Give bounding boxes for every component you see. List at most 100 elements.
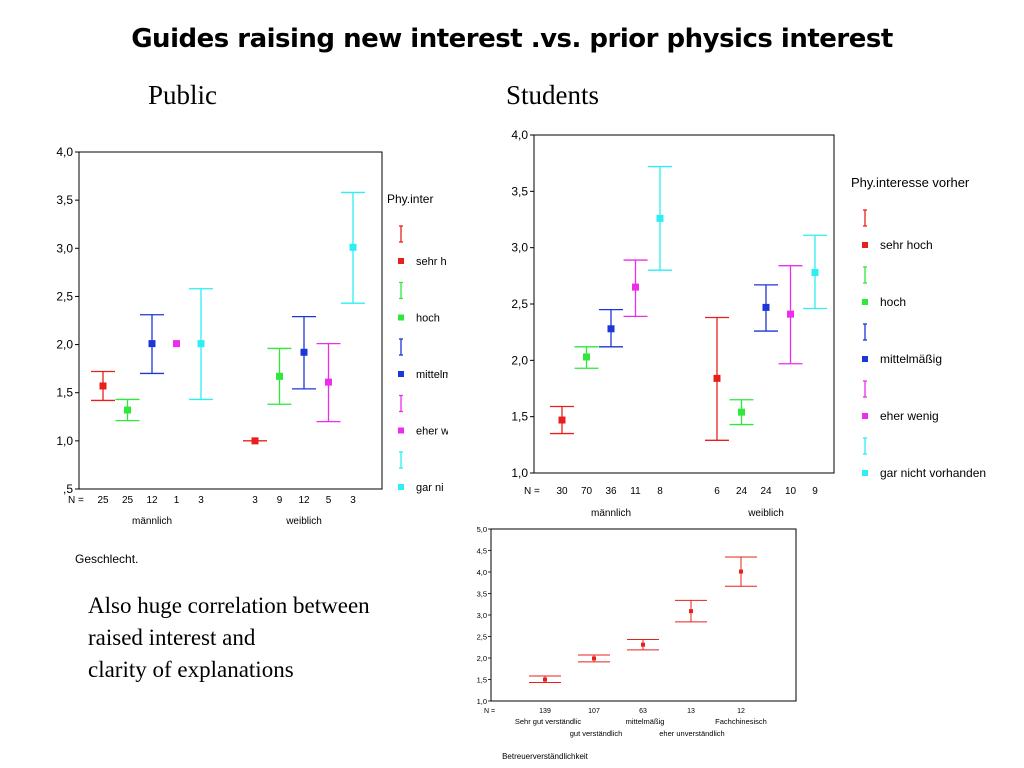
mean-marker: [276, 372, 283, 380]
group-label: weiblich: [747, 508, 784, 519]
mean-marker: [713, 374, 721, 382]
legend-marker: [398, 484, 404, 490]
y-tick-label: 4,5: [477, 547, 487, 556]
n-value: 8: [657, 486, 663, 497]
category-label: mittelmäßig: [626, 717, 665, 726]
n-value: 139: [539, 708, 551, 715]
n-value: 24: [736, 486, 748, 497]
n-value: 9: [277, 495, 283, 506]
slide-title: Guides raising new interest .vs. prior p…: [131, 24, 893, 54]
mean-marker: [787, 310, 794, 318]
legend-marker: [398, 427, 404, 434]
n-value: 12: [298, 495, 310, 506]
y-tick-label: 3,0: [56, 241, 73, 255]
y-tick-label: 3,5: [511, 184, 528, 198]
legend-item: hoch: [416, 313, 440, 325]
n-value: 5: [326, 495, 332, 506]
legend-item: mittelm: [416, 369, 451, 381]
public-chart-frame: [78, 151, 383, 490]
public-x-axis-label: Geschlecht.: [75, 552, 139, 566]
y-tick-label: 4,0: [477, 568, 487, 577]
y-tick-label: 2,5: [56, 289, 73, 303]
mean-marker: [592, 656, 596, 661]
category-label: gut verständlich: [570, 729, 623, 738]
n-value: 10: [785, 486, 797, 497]
mean-marker: [607, 325, 615, 333]
legend-item: eher w: [416, 426, 449, 438]
legend-item: gar nicht vorhanden: [880, 466, 986, 480]
public-chart: 4,0 3,5 3,0 2,5 2,0 1,5 1,0 ,5N = 25 25 12 1 3 3 9 12 5 3…: [56, 145, 451, 527]
mean-marker: [632, 283, 639, 291]
y-tick-label: 2,0: [56, 338, 73, 352]
y-tick-label: 2,5: [477, 633, 487, 642]
mean-marker: [583, 353, 590, 361]
body-text: Also huge correlation between raised int…: [88, 590, 370, 686]
group-label: männlich: [591, 508, 631, 519]
legend-marker: [862, 356, 868, 362]
n-label: N =: [68, 495, 84, 506]
mean-marker: [543, 677, 547, 682]
category-label: Sehr gut verständlic: [515, 717, 582, 726]
legend-title: Phy.inter: [387, 192, 433, 206]
y-tick-label: 2,0: [477, 654, 487, 663]
body-line: clarity of explanations: [88, 657, 294, 682]
n-label: N =: [524, 486, 540, 497]
mean-marker: [349, 243, 357, 251]
mean-marker: [251, 437, 259, 445]
y-tick-label: 1,5: [511, 410, 528, 424]
legend-item: gar ni: [416, 482, 444, 494]
group-label: männlich: [132, 516, 172, 527]
legend-marker: [398, 371, 404, 377]
mean-marker: [325, 378, 332, 386]
n-value: 3: [252, 495, 258, 506]
legend-item: eher wenig: [880, 409, 939, 423]
n-value: 11: [630, 486, 641, 497]
n-value: 3: [198, 495, 204, 506]
n-value: 1: [174, 495, 180, 506]
n-value: 24: [760, 486, 772, 497]
group-label: weiblich: [285, 516, 322, 527]
y-tick-label: ,5: [63, 482, 73, 496]
students-chart-frame: [533, 134, 835, 474]
y-tick-label: 1,5: [56, 386, 73, 400]
n-value: 63: [639, 708, 647, 715]
legend-marker: [862, 470, 868, 476]
body-line: raised interest and: [88, 625, 256, 650]
y-tick-label: 3,5: [56, 193, 73, 207]
y-tick-label: 3,0: [511, 241, 528, 255]
mean-marker: [124, 406, 131, 414]
y-tick-label: 3,5: [477, 590, 487, 599]
mean-marker: [689, 609, 693, 614]
mean-marker: [738, 408, 745, 416]
clarity-chart: 5,0 4,5 4,0 3,5 3,0 2,5 2,0 1,5 1,0 N = 139 107 63 13…: [477, 525, 767, 761]
n-label: N =: [484, 708, 495, 715]
y-tick-label: 1,0: [477, 697, 487, 706]
n-value: 30: [556, 486, 568, 497]
mean-marker: [739, 569, 743, 574]
mean-marker: [811, 268, 819, 276]
mean-marker: [558, 416, 566, 424]
n-value: 107: [588, 708, 600, 715]
y-tick-label: 1,5: [477, 676, 487, 685]
category-label: Fachchinesisch: [715, 717, 767, 726]
y-tick-label: 2,0: [511, 353, 528, 367]
legend-item: hoch: [880, 295, 906, 309]
n-value: 9: [812, 486, 818, 497]
n-value: 12: [737, 708, 745, 715]
legend-item: mittelmäßig: [880, 352, 942, 366]
y-tick-label: 5,0: [477, 525, 487, 534]
mean-marker: [641, 642, 645, 647]
clarity-chart-frame: [490, 528, 797, 702]
legend-marker: [862, 299, 868, 305]
n-value: 12: [146, 495, 158, 506]
y-tick-label: 4,0: [511, 128, 528, 142]
body-line: Also huge correlation between: [88, 593, 370, 618]
mean-marker: [148, 340, 156, 348]
n-value: 70: [581, 486, 593, 497]
y-tick-label: 3,0: [477, 611, 487, 620]
legend-item: sehr hoch: [880, 238, 933, 252]
category-label: eher unverständlich: [659, 729, 724, 738]
students-chart: 4,0 3,5 3,0 2,5 2,0 1,5 1,0 N = 30 70 36 11 8 6 24 24 10…: [511, 128, 986, 519]
legend-marker: [398, 314, 404, 321]
